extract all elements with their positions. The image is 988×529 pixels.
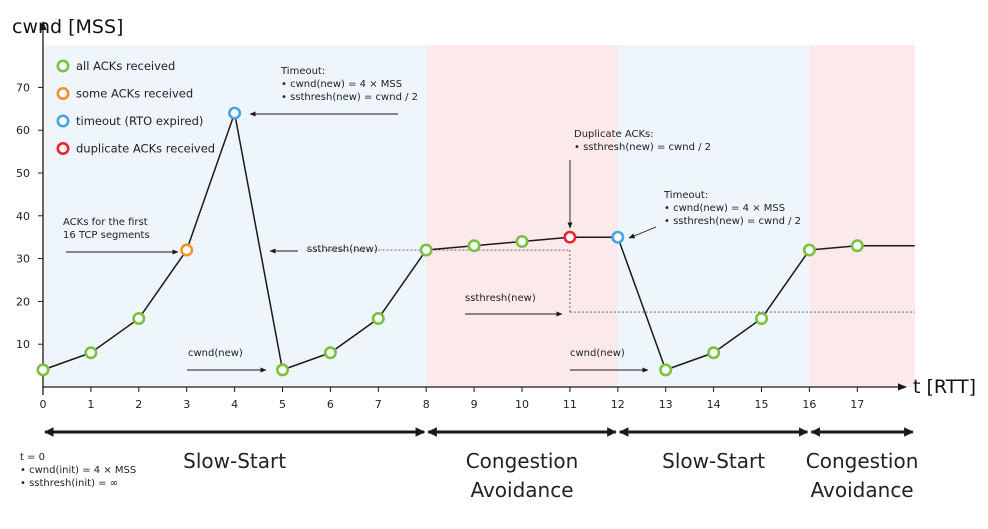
data-point-t1	[84, 346, 98, 360]
x-tick-label-0: 0	[40, 398, 47, 411]
y-tick-label-70: 70	[16, 81, 30, 94]
phase-band-1	[426, 45, 618, 387]
phase-label-3-1: Avoidance	[811, 478, 914, 502]
data-point-t9	[467, 239, 481, 253]
x-tick-label-2: 2	[135, 398, 142, 411]
y-axis-title: cwnd [MSS]	[12, 16, 123, 38]
data-point-t17	[850, 239, 864, 253]
annotation-5-line-0: Timeout:	[663, 190, 708, 201]
x-tick-label-14: 14	[707, 398, 721, 411]
x-tick-label-8: 8	[423, 398, 430, 411]
x-tick-label-1: 1	[87, 398, 94, 411]
y-tick-label-40: 40	[16, 210, 30, 223]
annotation-2-line-0: ssthresh(new)	[307, 244, 378, 255]
phase-label-2: Slow-Start	[662, 449, 765, 473]
data-point-t2	[132, 312, 146, 326]
x-tick-label-9: 9	[471, 398, 478, 411]
annotation-4-line-1: • ssthresh(new) = cwnd / 2	[574, 142, 711, 153]
phase-band-2	[617, 45, 810, 387]
annotation-1-line-1: 16 TCP segments	[63, 230, 150, 241]
x-tick-label-16: 16	[802, 398, 816, 411]
y-tick-label-60: 60	[16, 124, 30, 137]
data-point-t0	[36, 363, 50, 377]
data-point-t8	[419, 243, 433, 257]
annotation-5-line-1: • cwnd(new) = 4 × MSS	[664, 203, 785, 214]
legend-label-red: duplicate ACKs received	[76, 142, 215, 156]
x-tick-label-6: 6	[327, 398, 334, 411]
x-tick-label-4: 4	[231, 398, 238, 411]
footnote-line-2: • ssthresh(init) = ∞	[20, 478, 118, 489]
y-tick-label-20: 20	[16, 295, 30, 308]
data-point-t4	[228, 106, 242, 120]
x-tick-label-10: 10	[515, 398, 529, 411]
phase-label-1-0: Congestion	[466, 449, 579, 473]
y-tick-label-30: 30	[16, 253, 30, 266]
x-tick-label-11: 11	[563, 398, 577, 411]
data-point-t11	[563, 230, 577, 244]
x-tick-label-3: 3	[183, 398, 190, 411]
data-point-t3	[180, 243, 194, 257]
data-point-t10	[515, 234, 529, 248]
annotation-3-line-0: cwnd(new)	[188, 348, 243, 359]
annotation-4-line-0: Duplicate ACKs:	[574, 129, 654, 140]
annotation-7-line-0: cwnd(new)	[570, 348, 625, 359]
annotation-1-line-0: ACKs for the first	[63, 217, 148, 228]
y-tick-label-10: 10	[16, 338, 30, 351]
annotation-5-line-2: • ssthresh(new) = cwnd / 2	[664, 216, 801, 227]
data-point-t13	[659, 363, 673, 377]
footnote-line-1: • cwnd(init) = 4 × MSS	[20, 465, 136, 476]
data-point-t14	[707, 346, 721, 360]
annotation-arrow-5	[628, 226, 657, 239]
footnote-line-0: t = 0	[20, 452, 45, 463]
phase-label-0: Slow-Start	[183, 449, 286, 473]
annotation-0-line-2: • ssthresh(new) = cwnd / 2	[281, 92, 418, 103]
x-tick-label-13: 13	[659, 398, 673, 411]
legend-marker-red	[56, 142, 70, 156]
annotation-0-line-1: • cwnd(new) = 4 × MSS	[281, 79, 402, 90]
data-point-t6	[323, 346, 337, 360]
x-tick-label-12: 12	[611, 398, 625, 411]
data-point-t7	[371, 312, 385, 326]
data-point-t15	[754, 312, 768, 326]
data-point-t12	[611, 230, 625, 244]
legend-marker-blue	[56, 114, 70, 128]
legend-marker-green	[56, 59, 70, 73]
legend-label-orange: some ACKs received	[76, 87, 193, 101]
phase-label-1-1: Avoidance	[470, 478, 573, 502]
annotation-6-line-0: ssthresh(new)	[465, 293, 536, 304]
x-axis-title: t [RTT]	[913, 376, 976, 398]
x-tick-label-7: 7	[375, 398, 382, 411]
y-tick-label-50: 50	[16, 167, 30, 180]
legend-label-green: all ACKs received	[76, 59, 175, 73]
legend-label-blue: timeout (RTO expired)	[76, 114, 203, 128]
data-point-t16	[802, 243, 816, 257]
x-tick-label-15: 15	[755, 398, 769, 411]
x-tick-label-17: 17	[850, 398, 864, 411]
legend-marker-orange	[56, 87, 70, 101]
phase-label-3-0: Congestion	[806, 449, 919, 473]
annotation-0-line-0: Timeout:	[280, 66, 325, 77]
x-tick-label-5: 5	[279, 398, 286, 411]
phase-band-3	[809, 45, 915, 387]
data-point-t5	[275, 363, 289, 377]
